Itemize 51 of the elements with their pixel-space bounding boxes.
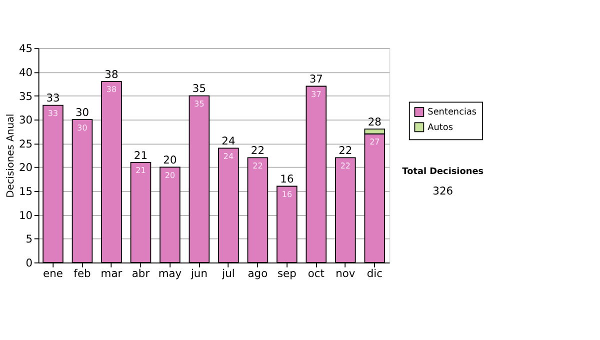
data-label: 16 bbox=[282, 190, 292, 199]
data-label: 30 bbox=[77, 123, 88, 132]
x-tick-label: ene bbox=[43, 267, 64, 280]
total-label: 16 bbox=[280, 172, 294, 186]
text: 326 bbox=[432, 184, 454, 198]
y-axis-title: Decisiones Anual bbox=[6, 114, 17, 198]
data-label: 33 bbox=[48, 109, 58, 118]
y-tick-label: 40 bbox=[18, 66, 33, 79]
data-label: 38 bbox=[106, 85, 117, 94]
total-label: 37 bbox=[309, 72, 323, 86]
total-label: 30 bbox=[75, 106, 90, 120]
total-label: 21 bbox=[134, 148, 148, 162]
total-label: 20 bbox=[163, 154, 177, 167]
y-tick-label: 20 bbox=[18, 161, 33, 174]
data-label: 21 bbox=[136, 166, 146, 176]
x-tick-label: jun bbox=[190, 267, 208, 280]
data-label: 27 bbox=[370, 138, 380, 147]
x-tick-label: dic bbox=[366, 267, 383, 280]
y-tick-label: 35 bbox=[18, 90, 33, 103]
total-label: 35 bbox=[192, 82, 206, 96]
data-label: 24 bbox=[223, 152, 234, 161]
total-label: 33 bbox=[46, 92, 60, 105]
x-tick-label: may bbox=[158, 267, 182, 280]
data-label: 35 bbox=[194, 99, 204, 108]
y-tick-label: 10 bbox=[18, 208, 33, 222]
y-tick-label: 15 bbox=[18, 185, 33, 198]
total-label: 24 bbox=[222, 134, 236, 148]
legend-label: Sentencias bbox=[428, 108, 477, 118]
x-tick-label: mar bbox=[100, 267, 123, 280]
y-tick-label: 30 bbox=[18, 114, 33, 127]
total-label: 28 bbox=[368, 116, 382, 129]
x-tick-label: feb bbox=[74, 267, 92, 280]
total-label: 38 bbox=[104, 68, 118, 81]
text: Total Decisiones bbox=[402, 167, 484, 178]
y-tick-label: 45 bbox=[18, 42, 33, 56]
x-tick-label: oct bbox=[308, 267, 325, 280]
legend-label: Autos bbox=[428, 122, 454, 133]
x-tick-label: jul bbox=[221, 267, 235, 280]
y-tick-label: 25 bbox=[18, 137, 33, 150]
data-label: 22 bbox=[252, 161, 263, 170]
x-tick-label: ago bbox=[248, 267, 268, 280]
y-tick-label: 5 bbox=[26, 232, 33, 246]
x-tick-label: nov bbox=[336, 267, 356, 280]
data-label: 22 bbox=[340, 161, 351, 170]
x-tick-label: abr bbox=[132, 267, 150, 280]
x-tick-label: sep bbox=[277, 267, 297, 280]
data-label: 20 bbox=[164, 170, 176, 180]
total-label: 22 bbox=[338, 144, 352, 158]
total-label: 22 bbox=[250, 144, 265, 158]
y-tick-label: 0 bbox=[26, 256, 33, 270]
data-label: 37 bbox=[311, 90, 322, 99]
